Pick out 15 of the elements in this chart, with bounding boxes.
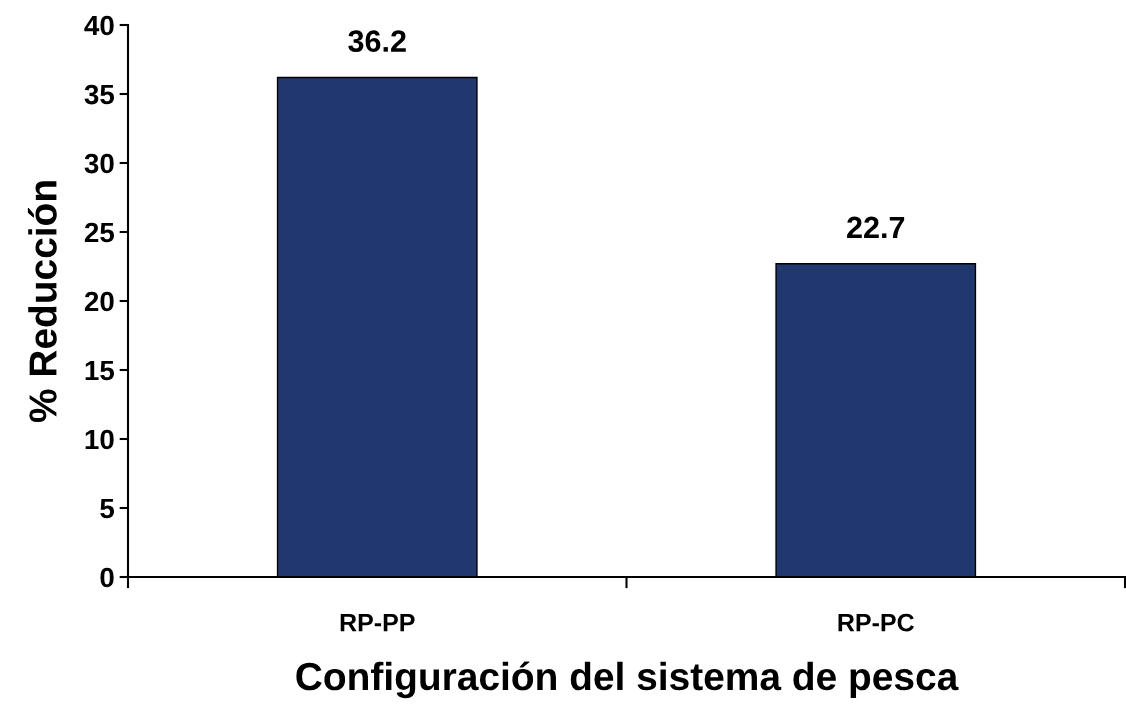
y-tick-label: 40	[84, 15, 114, 36]
y-tick-label: 5	[100, 498, 115, 519]
y-tick-label: 25	[84, 222, 115, 243]
y-tick-label: 15	[85, 360, 115, 381]
y-axis-title: % Reducción	[27, 181, 57, 423]
y-tick-label: 0	[100, 567, 114, 588]
y-tick-label: 10	[85, 429, 114, 450]
x-tick-label: RP-PC	[838, 613, 914, 632]
y-tick-label: 20	[84, 291, 114, 312]
data-label: 22.7	[847, 216, 905, 238]
y-tick-label: 35	[84, 84, 115, 105]
x-tick-label: RP-PP	[340, 614, 415, 632]
data-label: 36.2	[348, 30, 406, 52]
x-axis-title: Configuración del sistema de pesca	[296, 661, 959, 699]
y-tick-label: 30	[84, 153, 114, 174]
